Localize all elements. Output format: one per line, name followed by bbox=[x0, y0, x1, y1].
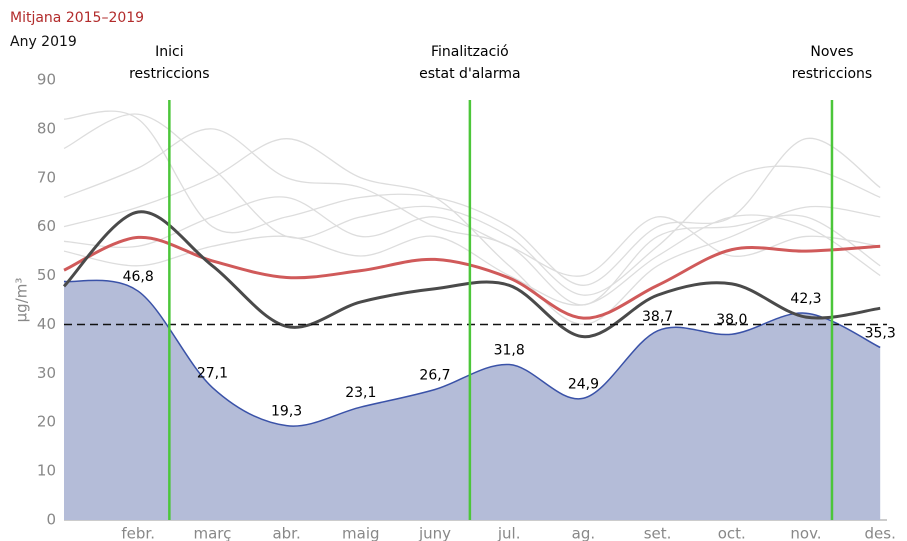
y-tick-label: 50 bbox=[37, 266, 56, 284]
x-tick-label: març bbox=[193, 525, 231, 541]
x-tick-label: abr. bbox=[272, 525, 300, 541]
series-line bbox=[62, 210, 881, 339]
x-tick-label: oct. bbox=[718, 525, 746, 541]
x-tick-label: febr. bbox=[121, 525, 155, 541]
annotation-text: Inici bbox=[155, 44, 183, 60]
y-tick-label: 70 bbox=[37, 168, 56, 186]
value-label: 19,3 bbox=[271, 404, 302, 420]
background-line bbox=[63, 113, 881, 296]
y-tick-label: 40 bbox=[37, 315, 56, 333]
value-label: 38,0 bbox=[716, 312, 747, 328]
background-line bbox=[63, 138, 881, 326]
value-label: 35,3 bbox=[865, 325, 896, 341]
value-label: 27,1 bbox=[197, 366, 228, 382]
area-line bbox=[63, 279, 881, 427]
background-line bbox=[63, 196, 881, 277]
x-tick-label: ag. bbox=[572, 525, 595, 541]
x-tick-label: des. bbox=[865, 525, 896, 541]
y-tick-label: 0 bbox=[46, 511, 56, 529]
annotation-text: estat d'alarma bbox=[419, 66, 520, 82]
x-tick-label: juny bbox=[418, 525, 451, 541]
annotation-text: restriccions bbox=[129, 66, 210, 82]
legend-entry: Any 2019 bbox=[10, 34, 77, 50]
background-line bbox=[63, 214, 881, 306]
y-tick-label: 60 bbox=[37, 217, 56, 235]
value-label: 26,7 bbox=[419, 367, 450, 383]
area bbox=[64, 280, 881, 520]
y-axis-label: µg/m³ bbox=[13, 278, 31, 323]
x-tick-label: maig bbox=[342, 525, 380, 541]
annotation-text: restriccions bbox=[792, 66, 873, 82]
y-tick-label: 80 bbox=[37, 119, 56, 137]
x-tick-label: nov. bbox=[790, 525, 821, 541]
y-tick-label: 20 bbox=[37, 413, 56, 431]
annotation-text: Noves bbox=[810, 44, 853, 60]
y-tick-label: 90 bbox=[37, 71, 56, 89]
background-line bbox=[63, 110, 881, 286]
annotation-text: Finalització bbox=[431, 44, 509, 60]
series-line bbox=[63, 235, 881, 320]
value-label: 38,7 bbox=[642, 309, 673, 325]
value-label: 24,9 bbox=[568, 376, 599, 392]
value-label: 42,3 bbox=[790, 291, 821, 307]
legend-entry: Mitjana 2015–2019 bbox=[10, 10, 144, 26]
y-tick-label: 30 bbox=[37, 364, 56, 382]
y-tick-label: 10 bbox=[37, 462, 56, 480]
x-tick-label: set. bbox=[644, 525, 672, 541]
value-label: 46,8 bbox=[123, 269, 154, 285]
value-label: 31,8 bbox=[494, 343, 525, 359]
x-tick-label: jul. bbox=[497, 525, 521, 541]
background-line bbox=[63, 128, 881, 306]
value-label: 23,1 bbox=[345, 385, 376, 401]
